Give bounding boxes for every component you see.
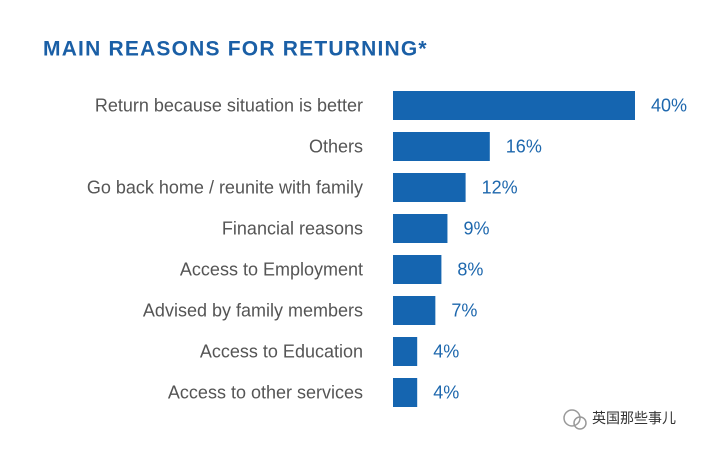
watermark: 英国那些事儿 <box>592 410 676 427</box>
bar <box>393 378 418 407</box>
category-label: Access to other services <box>168 382 363 402</box>
category-label: Others <box>309 136 363 156</box>
bar <box>393 91 635 120</box>
category-label: Financial reasons <box>222 218 363 238</box>
value-label: 40% <box>651 95 687 115</box>
bar <box>393 173 466 202</box>
value-label: 4% <box>433 382 459 402</box>
bar <box>393 255 442 284</box>
value-label: 9% <box>463 218 489 238</box>
category-label: Return because situation is better <box>95 95 363 115</box>
value-label: 7% <box>451 300 477 320</box>
bar <box>393 337 418 366</box>
category-label: Access to Employment <box>180 259 363 279</box>
bar <box>393 296 436 325</box>
bar <box>393 132 490 161</box>
chart-title: MAIN REASONS FOR RETURNING* <box>43 38 428 61</box>
value-label: 8% <box>457 259 483 279</box>
category-label: Advised by family members <box>143 300 363 320</box>
value-label: 12% <box>482 177 518 197</box>
value-label: 16% <box>506 136 542 156</box>
category-label: Access to Education <box>200 341 363 361</box>
bar <box>393 214 448 243</box>
category-label: Go back home / reunite with family <box>87 177 363 197</box>
value-label: 4% <box>433 341 459 361</box>
watermark-icon <box>563 409 587 430</box>
